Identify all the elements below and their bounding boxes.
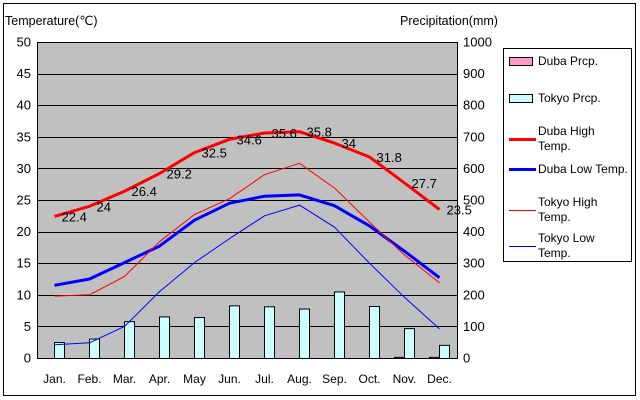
right-tick-label: 400 (463, 224, 485, 239)
left-tick-label: 30 (17, 161, 31, 176)
month-label: Nov. (393, 372, 417, 386)
month-label: Dec. (427, 372, 452, 386)
data-label: 29.2 (167, 166, 192, 181)
legend-item-tokyo-low: Tokyo Low Temp. (504, 230, 631, 262)
precip-bar (439, 344, 450, 359)
left-tick-label: 15 (17, 256, 31, 271)
series-line (54, 130, 441, 218)
precip-bar (159, 316, 170, 360)
left-tick-label: 40 (17, 98, 31, 113)
temperature-lines (54, 130, 441, 346)
right-tick-label: 700 (463, 129, 485, 144)
legend-label-tokyo-prcp: Tokyo Prcp. (538, 90, 601, 105)
legend-swatch-tokyo-prcp (509, 93, 533, 103)
legend-label-tokyo-high: Tokyo High Temp. (538, 195, 598, 224)
legend-label-tokyo-low: Tokyo Low Temp. (538, 231, 595, 260)
data-label: 26.4 (132, 184, 157, 199)
right-tick-label: 100 (463, 319, 485, 334)
data-label: 24 (97, 199, 111, 214)
left-tick-label: 5 (24, 319, 31, 334)
month-label: Jan. (43, 372, 66, 386)
data-label: 23.5 (447, 202, 472, 217)
series-line (54, 204, 440, 346)
month-label: Mar. (113, 372, 136, 386)
left-tick-label: 10 (17, 287, 31, 302)
data-label: 27.7 (412, 176, 437, 191)
legend-swatch-tokyo-high (509, 209, 536, 211)
month-label: Sep. (322, 372, 347, 386)
month-label: Jul. (255, 372, 274, 386)
right-tick-label: 0 (463, 351, 470, 366)
left-axis-ticks: 0 5 10 15 20 25 30 35 40 45 50 (17, 35, 31, 366)
right-tick-label: 200 (463, 287, 485, 302)
data-label: 34.6 (237, 132, 262, 147)
legend-swatch-duba-high (509, 137, 536, 141)
series-line (54, 162, 440, 297)
series-line (54, 193, 441, 287)
left-tick-label: 45 (17, 66, 31, 81)
precip-bar (369, 305, 380, 360)
legend-label-duba-prcp: Duba Prcp. (538, 53, 599, 68)
precip-bar (124, 321, 135, 360)
precip-bar (334, 291, 345, 359)
legend-item-tokyo-prcp: Tokyo Prcp. (504, 86, 631, 110)
legend-label-duba-low: Duba Low Temp. (538, 161, 628, 176)
data-label: 35.8 (307, 125, 332, 140)
left-tick-label: 0 (24, 351, 31, 366)
right-tick-label: 800 (463, 98, 485, 113)
legend-label-duba-high: Duba High Temp. (538, 124, 595, 153)
legend-swatch-duba-prcp (509, 56, 533, 66)
left-tick-label: 50 (17, 35, 31, 50)
month-label: May (183, 372, 206, 386)
legend-swatch-tokyo-low (509, 245, 536, 247)
data-label: 35.6 (272, 126, 297, 141)
right-tick-label: 300 (463, 256, 485, 271)
right-tick-label: 500 (463, 193, 485, 208)
right-axis-title: Precipitation(mm) (400, 14, 498, 28)
month-label: Jun. (218, 372, 241, 386)
left-tick-label: 20 (17, 224, 31, 239)
left-tick-label: 25 (17, 193, 31, 208)
precip-bar (264, 306, 275, 360)
right-tick-label: 600 (463, 161, 485, 176)
month-label: Aug. (287, 372, 312, 386)
legend-item-duba-low: Duba Low Temp. (504, 157, 631, 181)
data-labels: 22.4 24 26.4 29.2 32.5 34.6 35.6 35.8 34 31.8 27.7… (62, 125, 472, 225)
right-axis-ticks: 0 100 200 300 400 500 600 700 800 900 1000 (463, 35, 492, 366)
precip-bar (404, 328, 415, 359)
left-tick-label: 35 (17, 129, 31, 144)
legend: Duba Prcp. Tokyo Prcp. Duba High Temp. D… (503, 48, 632, 262)
legend-item-tokyo-high: Tokyo High Temp. (504, 194, 631, 226)
data-label: 34 (342, 136, 356, 151)
left-axis-title: Temperature(℃) (5, 14, 98, 28)
x-axis-labels: Jan. Feb. Mar. Apr. May Jun. Jul. Aug. Sep. Oct. N… (43, 372, 452, 386)
legend-swatch-duba-low (509, 167, 536, 171)
precip-bar (299, 308, 310, 359)
month-label: Apr. (149, 372, 170, 386)
right-tick-label: 1000 (463, 35, 492, 50)
data-label: 32.5 (202, 146, 227, 161)
data-label: 31.8 (377, 150, 402, 165)
legend-item-duba-prcp: Duba Prcp. (504, 49, 631, 73)
plot-border (37, 42, 458, 359)
right-tick-label: 900 (463, 66, 485, 81)
legend-item-duba-high: Duba High Temp. (504, 123, 631, 155)
month-label: Feb. (77, 372, 101, 386)
precip-bar (194, 317, 205, 359)
data-label: 22.4 (62, 209, 87, 224)
month-label: Oct. (358, 372, 380, 386)
precip-bar (229, 305, 240, 359)
